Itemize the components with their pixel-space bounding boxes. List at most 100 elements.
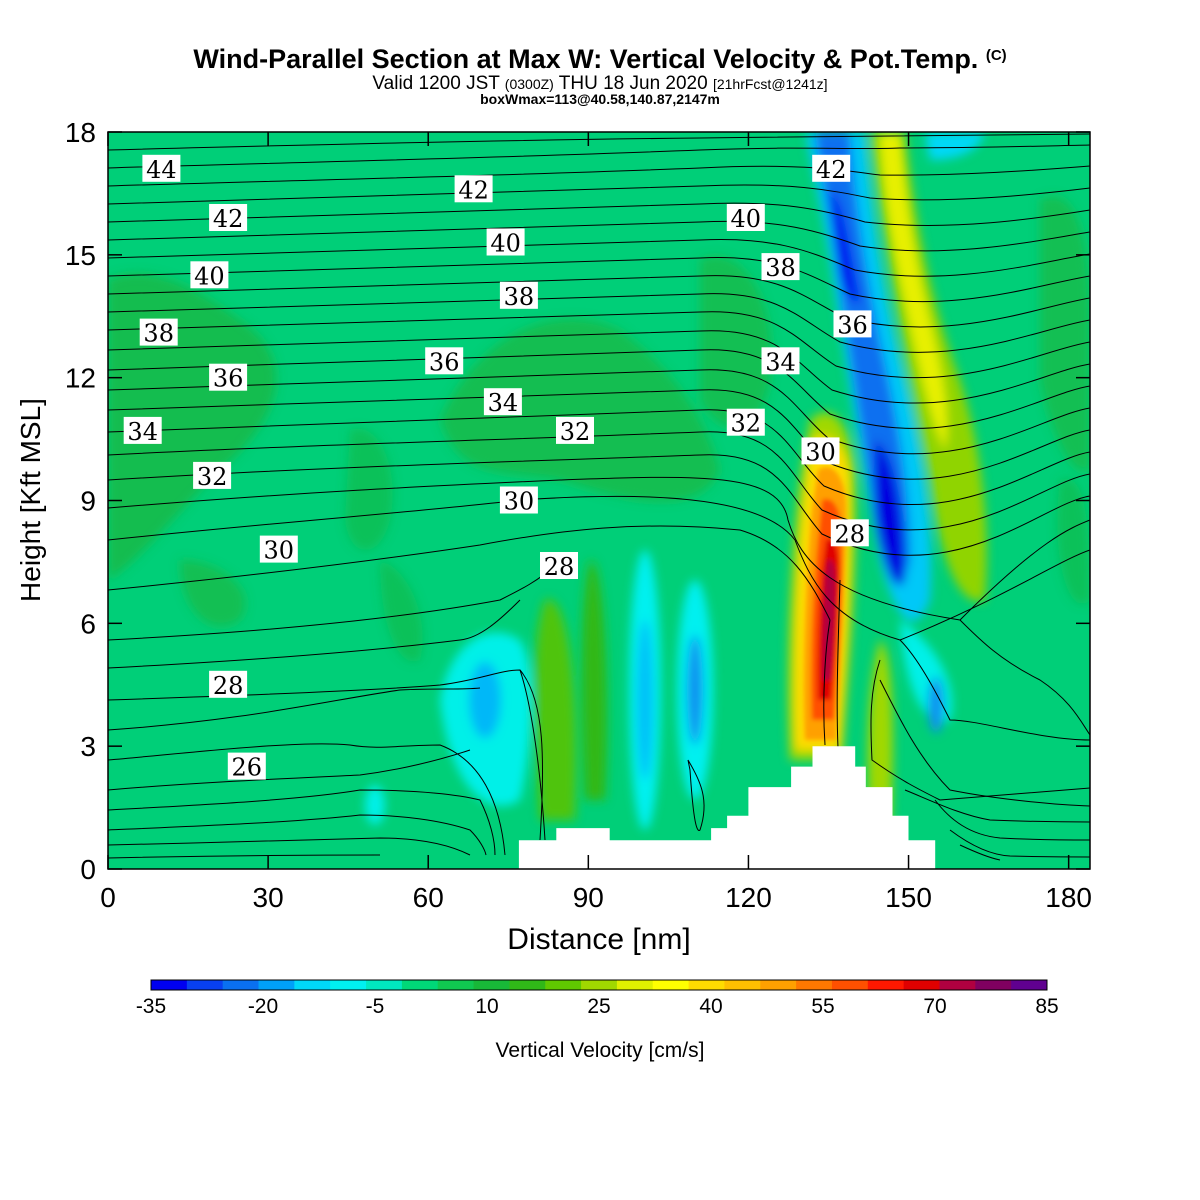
colorbar-swatch <box>939 980 976 990</box>
colorbar-tick-label: 40 <box>699 995 722 1018</box>
y-tick-label: 6 <box>80 608 96 639</box>
x-tick-label: 0 <box>100 882 116 913</box>
isentrope-label-text: 30 <box>264 537 295 565</box>
isentrope-label-text: 28 <box>213 672 244 700</box>
x-axis: 0 30 60 90 120 150 180 <box>100 882 1092 913</box>
isentrope-label: 32 <box>726 408 765 438</box>
isentrope-label-text: 44 <box>146 156 177 184</box>
box-wmax-note: boxWmax=113@40.58,140.87,2147m <box>480 91 720 107</box>
colorbar-swatch <box>1011 980 1048 990</box>
colorbar-swatch <box>975 980 1012 990</box>
colorbar-swatch <box>652 980 690 990</box>
isentrope-label: 38 <box>139 318 178 348</box>
terrain-profile <box>108 746 1090 869</box>
y-tick-label: 0 <box>80 854 96 885</box>
isentrope-label-text: 40 <box>490 230 521 258</box>
isentrope-label: 32 <box>556 416 594 446</box>
x-tick-label: 60 <box>413 882 444 913</box>
y-tick-label: 15 <box>65 240 96 271</box>
colorbar-swatch <box>796 980 833 990</box>
isentrope-label: 42 <box>812 154 851 184</box>
potential-temperature-contours <box>108 133 1090 861</box>
x-tick-label: 30 <box>253 882 284 913</box>
isentrope-label: 34 <box>123 416 162 446</box>
isentrope-label: 28 <box>830 519 869 548</box>
contour-labels: 4442403836343230282642403836343230284038… <box>123 154 872 782</box>
colorbar-tick-label: -5 <box>366 995 385 1018</box>
isentrope-label: 40 <box>726 204 765 233</box>
colorbar-swatch <box>473 980 510 990</box>
isentrope-label-text: 28 <box>544 553 575 581</box>
colorbar-swatch <box>151 980 188 990</box>
y-tick-label: 12 <box>65 363 96 394</box>
chart-title: Wind-Parallel Section at Max W: Vertical… <box>193 44 1007 74</box>
colorbar-swatch <box>258 980 295 990</box>
colorbar-tick-label: -20 <box>248 995 278 1018</box>
isentrope-label-text: 26 <box>232 754 263 782</box>
colorbar-swatch <box>186 980 224 990</box>
colorbar-swatch <box>545 980 582 990</box>
x-tick-label: 120 <box>725 882 772 913</box>
colorbar-swatch <box>616 980 654 990</box>
colorbar-tick-label: 25 <box>587 995 610 1018</box>
isentrope-label: 40 <box>190 261 229 290</box>
isentrope-label-text: 42 <box>816 156 847 184</box>
isentrope-label-text: 32 <box>560 418 591 446</box>
colorbar-swatch <box>760 980 797 990</box>
colorbar-swatch <box>724 980 761 990</box>
y-tick-label: 9 <box>80 486 96 517</box>
isentrope-label-text: 40 <box>731 205 762 233</box>
isentrope-label: 32 <box>193 461 232 491</box>
isentrope-label: 36 <box>833 310 872 339</box>
colorbar-frame <box>150 979 1048 991</box>
isentrope-label-text: 32 <box>197 463 228 491</box>
x-tick-label: 90 <box>573 882 604 913</box>
y-axis: 0 3 6 9 12 15 18 <box>65 117 96 885</box>
isentrope-label: 38 <box>499 281 538 311</box>
y-tick-label: 18 <box>65 117 96 148</box>
colorbar-label: Vertical Velocity [cm/s] <box>496 1039 705 1062</box>
colorbar-swatch <box>831 980 869 990</box>
colorbar-tick-label: 70 <box>923 995 946 1018</box>
isentrope-label: 28 <box>209 670 248 700</box>
isentrope-label-text: 36 <box>837 311 868 339</box>
colorbar-tick-label: 85 <box>1035 995 1058 1018</box>
x-tick-label: 180 <box>1045 882 1092 913</box>
isentrope-label-text: 42 <box>213 205 244 233</box>
isentrope-label: 42 <box>454 175 493 204</box>
isentrope-label-text: 36 <box>213 365 244 393</box>
isentrope-label: 36 <box>209 363 248 393</box>
y-tick-label: 3 <box>80 731 96 762</box>
colorbar-swatch <box>581 980 618 990</box>
isentrope-label: 42 <box>209 204 248 233</box>
valid-time-subtitle: Valid 1200 JST (0300Z) THU 18 Jun 2020 [… <box>372 73 828 94</box>
x-tick-label: 150 <box>885 882 932 913</box>
colorbar-swatch <box>294 980 331 990</box>
isentrope-label-text: 38 <box>143 320 174 348</box>
colorbar-tick-label: 55 <box>811 995 834 1018</box>
colorbar-swatch <box>688 980 725 990</box>
isentrope-label-text: 30 <box>805 438 836 466</box>
isentrope-label: 34 <box>761 347 800 376</box>
colorbar-swatch <box>437 980 475 990</box>
isentrope-label-text: 42 <box>458 176 489 204</box>
isentrope-label-text: 30 <box>504 488 535 516</box>
isentrope-label: 28 <box>540 552 578 581</box>
colorbar-swatch <box>366 980 403 990</box>
isentrope-label: 30 <box>259 535 298 565</box>
colorbar-swatch <box>330 980 367 990</box>
colorbar <box>150 979 1048 991</box>
isentrope-label-text: 40 <box>194 262 225 290</box>
isentrope-label-text: 28 <box>835 520 866 548</box>
colorbar-tick-label: 10 <box>475 995 498 1018</box>
isentrope-label: 38 <box>761 253 800 282</box>
isentrope-label-text: 32 <box>731 410 762 438</box>
isentrope-label-text: 34 <box>127 418 158 446</box>
isentrope-label-text: 38 <box>765 254 796 282</box>
isentrope-label: 40 <box>486 228 525 258</box>
y-axis-label: Height [Kft MSL] <box>15 398 46 602</box>
colorbar-swatch <box>903 980 940 990</box>
x-axis-label: Distance [nm] <box>507 923 690 956</box>
colorbar-swatch <box>222 980 260 990</box>
